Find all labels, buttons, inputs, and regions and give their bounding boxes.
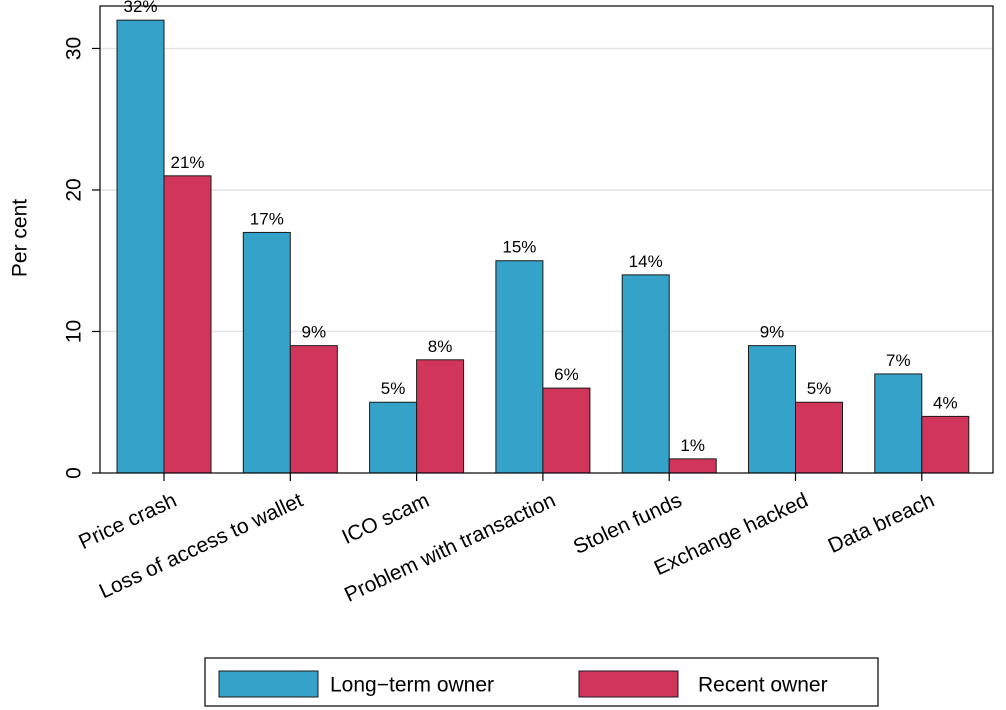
bar-recent (921, 415, 970, 474)
y-tick-label: 30 (63, 37, 86, 60)
bar-recent (163, 175, 212, 474)
y-tick-label: 0 (63, 467, 86, 479)
data-label: 9% (302, 323, 327, 342)
data-label: 6% (554, 365, 579, 384)
data-label: 7% (886, 351, 911, 370)
data-label: 14% (629, 252, 663, 271)
data-label: 9% (760, 323, 785, 342)
data-label: 4% (933, 393, 958, 412)
gridlines (100, 47, 993, 333)
data-label: 5% (807, 379, 832, 398)
data-label: 15% (502, 238, 536, 257)
data-label: 5% (381, 379, 406, 398)
legend: Long−term owner Recent owner (204, 657, 879, 707)
data-label: 1% (680, 436, 705, 455)
plot-frame (99, 5, 994, 474)
x-tick-label: Price crash (75, 489, 180, 554)
legend-label: Recent owner (698, 674, 828, 697)
bar-long-term (495, 260, 544, 474)
bar-long-term (748, 345, 796, 474)
bar-recent (416, 359, 465, 474)
bar-recent (289, 345, 338, 474)
x-tick-label: Stolen funds (570, 489, 686, 559)
data-label: 32% (123, 0, 157, 16)
y-axis: Per cent 0 10 20 30 (9, 37, 100, 479)
bar-recent (542, 387, 591, 474)
x-tick-label: Loss of access to wallet (96, 489, 307, 604)
x-tick-label: Problem with transaction (341, 489, 559, 607)
bar-long-term (116, 19, 165, 474)
legend-swatch (218, 670, 319, 698)
data-label: 8% (428, 337, 453, 356)
y-tick-label: 10 (63, 320, 86, 343)
bars (116, 19, 970, 474)
data-labels: 32% 21% 17% 9% 5% 8% 15% 6% 14% 1% 9% 5% 7% 4% (123, 0, 957, 455)
y-tick-label: 20 (63, 178, 86, 201)
x-tick-label: Data breach (825, 489, 938, 558)
bar-long-term (369, 401, 418, 474)
bar-recent (795, 401, 843, 474)
bar-recent (668, 458, 717, 474)
legend-swatch (578, 670, 679, 698)
bar-long-term (242, 231, 291, 474)
y-axis-label: Per cent (9, 199, 32, 277)
bar-long-term (621, 274, 670, 474)
data-label: 17% (250, 209, 284, 228)
x-tick-label: ICO scam (338, 489, 432, 549)
data-label: 21% (170, 153, 204, 172)
bar-long-term (874, 373, 923, 474)
legend-label: Long−term owner (330, 674, 494, 697)
